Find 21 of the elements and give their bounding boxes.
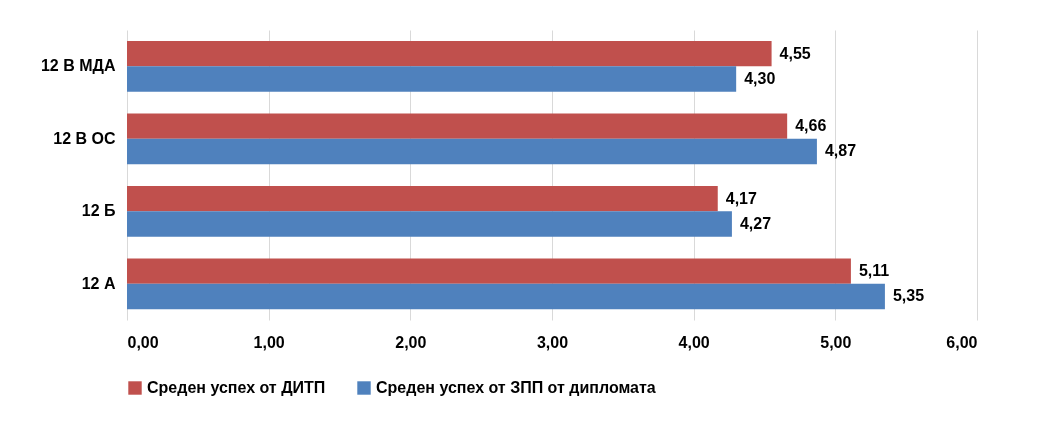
data-label: 4,87 bbox=[824, 142, 857, 160]
legend-label: Среден успех от ЗПП от дипломата bbox=[376, 379, 656, 396]
x-tick-label: 6,00 bbox=[946, 333, 978, 351]
data-label: 4,27 bbox=[739, 214, 772, 232]
x-tick-label: 0,00 bbox=[127, 333, 159, 351]
data-label: 4,66 bbox=[795, 117, 827, 135]
y-tick-label: 12 В МДА bbox=[40, 57, 116, 75]
x-tick-label: 4,00 bbox=[678, 333, 710, 351]
data-label: 5,11 bbox=[858, 262, 890, 280]
x-tick-label: 1,00 bbox=[253, 333, 285, 351]
x-tick-label: 5,00 bbox=[820, 333, 852, 351]
y-tick-label: 12 А bbox=[81, 274, 116, 292]
legend-label: Среден успех от ДИТП bbox=[147, 379, 326, 396]
y-tick-label: 12 В ОС bbox=[53, 129, 116, 147]
data-label: 4,30 bbox=[744, 69, 776, 87]
x-tick-label: 2,00 bbox=[395, 333, 427, 351]
data-label: 4,55 bbox=[779, 44, 811, 62]
data-label: 4,17 bbox=[725, 189, 757, 207]
x-tick-label: 3,00 bbox=[536, 333, 569, 351]
data-label: 5,35 bbox=[892, 287, 925, 305]
y-tick-label: 12 Б bbox=[81, 202, 116, 220]
